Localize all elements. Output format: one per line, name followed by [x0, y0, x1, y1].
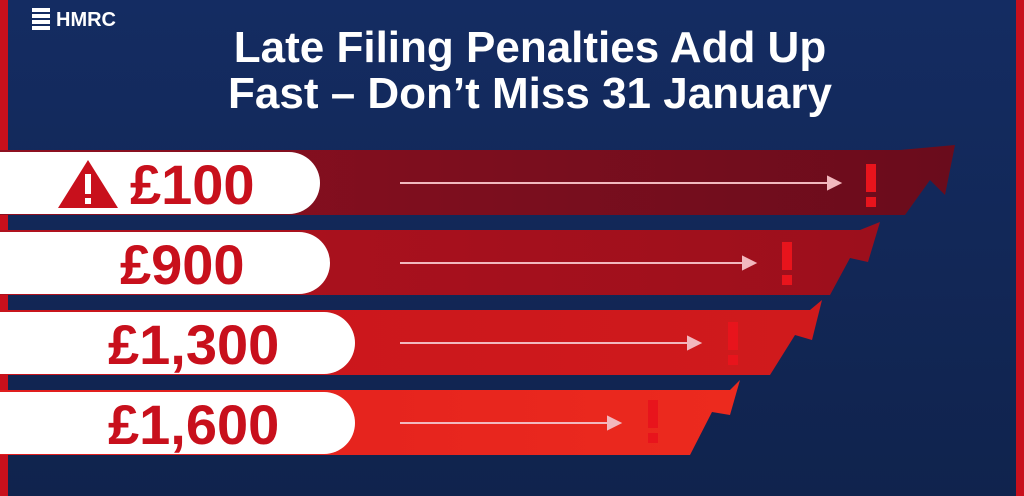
label-pill [0, 232, 330, 294]
label-pill [0, 312, 355, 374]
penalty-amount: £900 [120, 233, 245, 296]
exclamation-marks [648, 164, 876, 443]
brand-logo [32, 8, 50, 30]
arrows [400, 175, 843, 431]
label-pill [0, 392, 355, 454]
title-line: Late Filing Penalties Add Up [234, 23, 826, 72]
penalty-amount: £1,600 [108, 393, 279, 456]
warning-icon [58, 160, 118, 208]
penalty-amount: £100 [130, 153, 255, 216]
right-border [1016, 0, 1024, 496]
penalty-amount: £1,300 [108, 313, 279, 376]
title-line: Fast – Don’t Miss 31 January [228, 69, 833, 118]
brand: HMRC [56, 9, 116, 31]
